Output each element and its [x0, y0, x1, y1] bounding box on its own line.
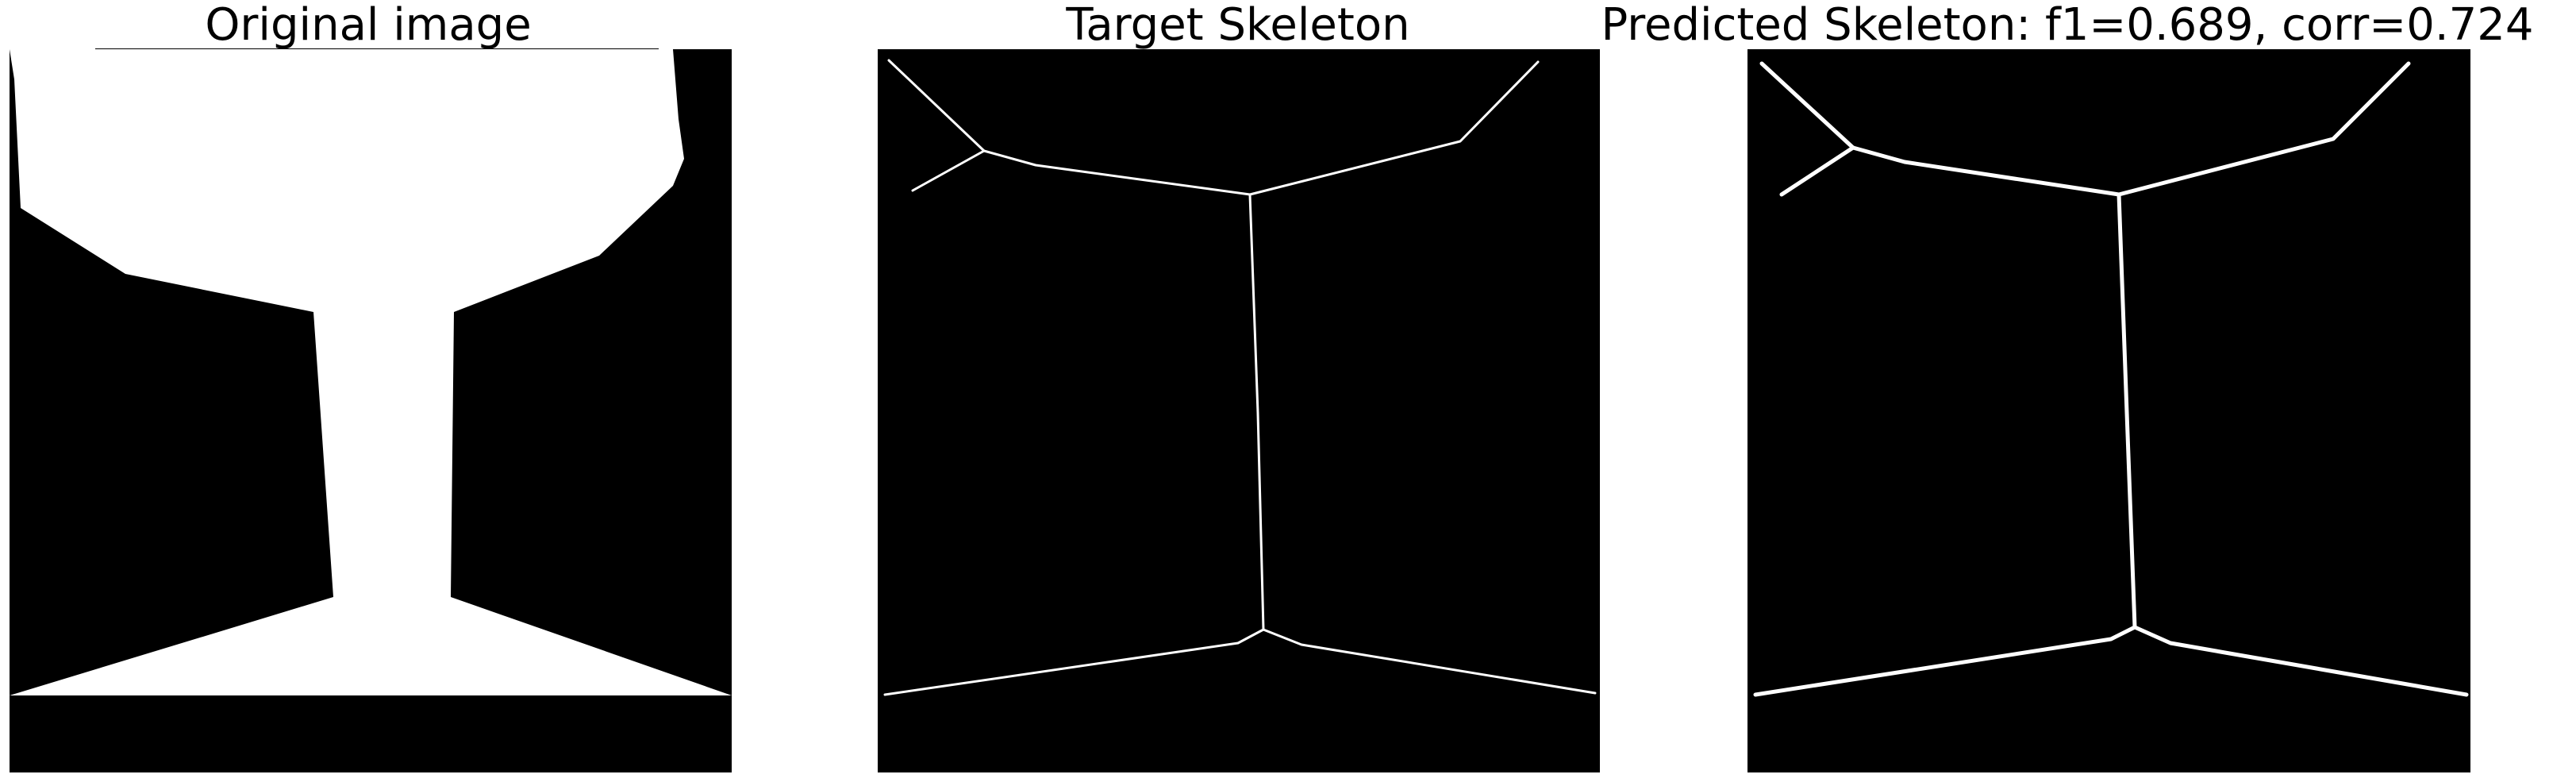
- predicted-branch-upper-right: [2117, 61, 2411, 197]
- predicted-background: [1747, 49, 2470, 772]
- target-skeleton-lines: [883, 59, 1597, 696]
- predicted-skeleton-lines: [1753, 61, 2469, 697]
- predicted-branch-top-left: [1759, 61, 1855, 150]
- target-branch-lower-left: [883, 628, 1265, 696]
- predicted-branch-lower-right: [2132, 625, 2469, 697]
- original-image-title: Original image: [205, 0, 532, 51]
- target-skeleton-title: Target Skeleton: [1066, 0, 1410, 51]
- target-skeleton-panel: [878, 49, 1600, 772]
- predicted-skeleton-panel: [1747, 49, 2470, 772]
- goblet-shape: [10, 49, 732, 695]
- base-shadow: [10, 695, 732, 772]
- predicted-branch-upper-left: [1851, 145, 2121, 197]
- target-branch-left: [911, 149, 986, 192]
- target-branch-upper-right: [1248, 60, 1540, 196]
- target-background: [878, 49, 1600, 772]
- target-branch-upper-left: [982, 149, 1251, 196]
- predicted-skeleton-title: Predicted Skeleton: f1=0.689, corr=0.724: [1601, 0, 2534, 51]
- original-image-panel: [10, 48, 732, 772]
- predicted-branch-lower-left: [1753, 625, 2137, 697]
- predicted-stem: [2117, 192, 2137, 630]
- target-branch-top-left: [887, 59, 986, 152]
- target-branch-lower-right: [1262, 628, 1597, 695]
- target-stem: [1248, 193, 1265, 631]
- predicted-branch-left: [1779, 145, 1855, 197]
